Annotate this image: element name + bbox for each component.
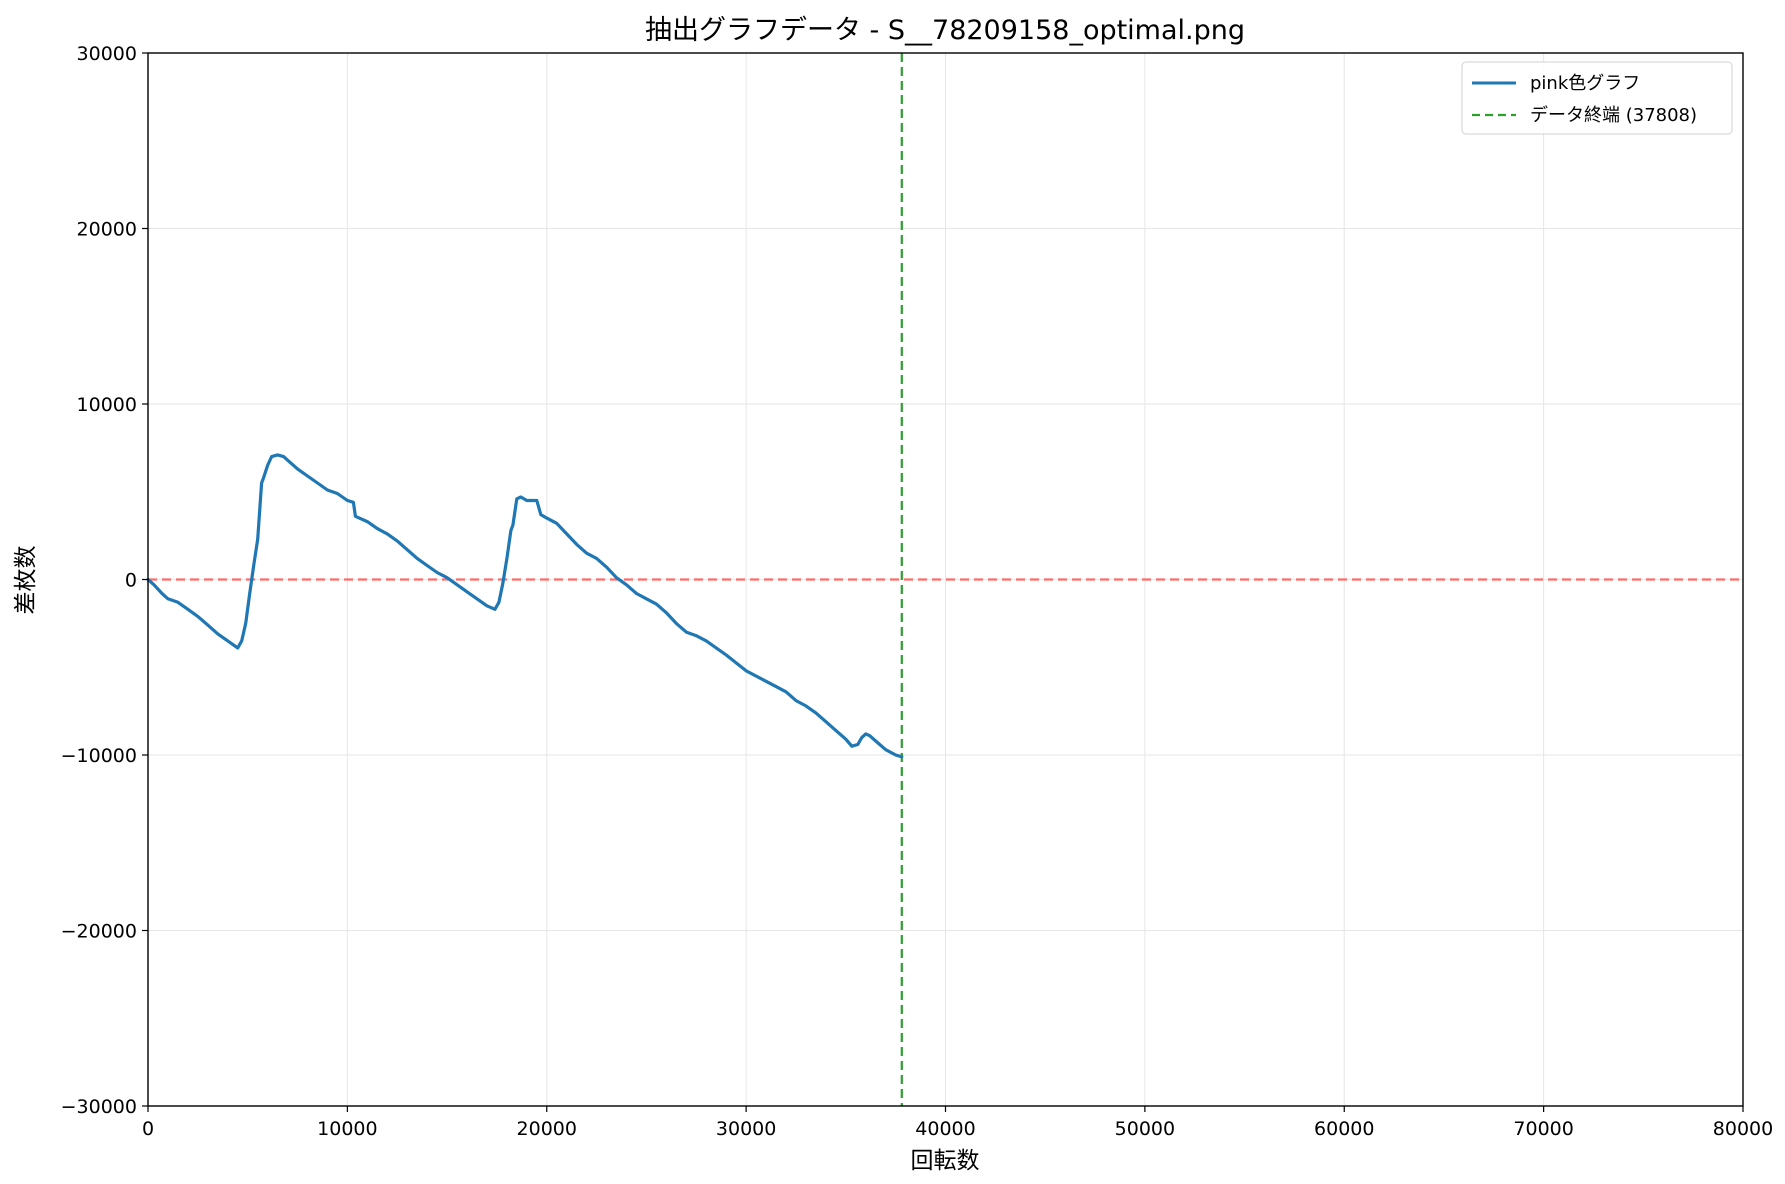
x-tick-label: 20000 [517,1118,577,1140]
x-tick-label: 10000 [317,1118,377,1140]
chart-title: 抽出グラフデータ - S__78209158_optimal.png [645,15,1245,46]
y-tick-label: −20000 [61,921,137,943]
y-axis-label: 差枚数 [13,546,39,615]
legend: pink色グラフ データ終端 (37808) [1461,61,1733,135]
series-line [146,453,904,759]
y-tick-label: −10000 [61,745,137,767]
x-tick-label: 70000 [1513,1118,1573,1140]
legend-box [1461,61,1733,135]
tick-labels: 0 10000 20000 30000 40000 50000 60000 70000 8000… [61,43,1774,1140]
series-layer [146,453,904,759]
reference-lines [148,53,1743,1106]
y-tick-label: −30000 [61,1096,137,1118]
x-axis-label: 回転数 [911,1148,980,1174]
tick-marks [142,52,1744,1112]
y-tick-label: 10000 [77,394,137,416]
legend-label-series: pink色グラフ [1530,73,1640,94]
legend-label-data-end: データ終端 (37808) [1530,105,1697,126]
x-tick-label: 50000 [1115,1118,1175,1140]
x-tick-label: 80000 [1713,1118,1773,1140]
x-tick-label: 30000 [716,1118,776,1140]
y-tick-label: 20000 [77,219,137,241]
x-tick-label: 60000 [1314,1118,1374,1140]
x-tick-label: 40000 [915,1118,975,1140]
y-tick-label: 30000 [77,43,137,65]
x-tick-label: 0 [142,1118,154,1140]
y-tick-label: 0 [125,570,137,592]
